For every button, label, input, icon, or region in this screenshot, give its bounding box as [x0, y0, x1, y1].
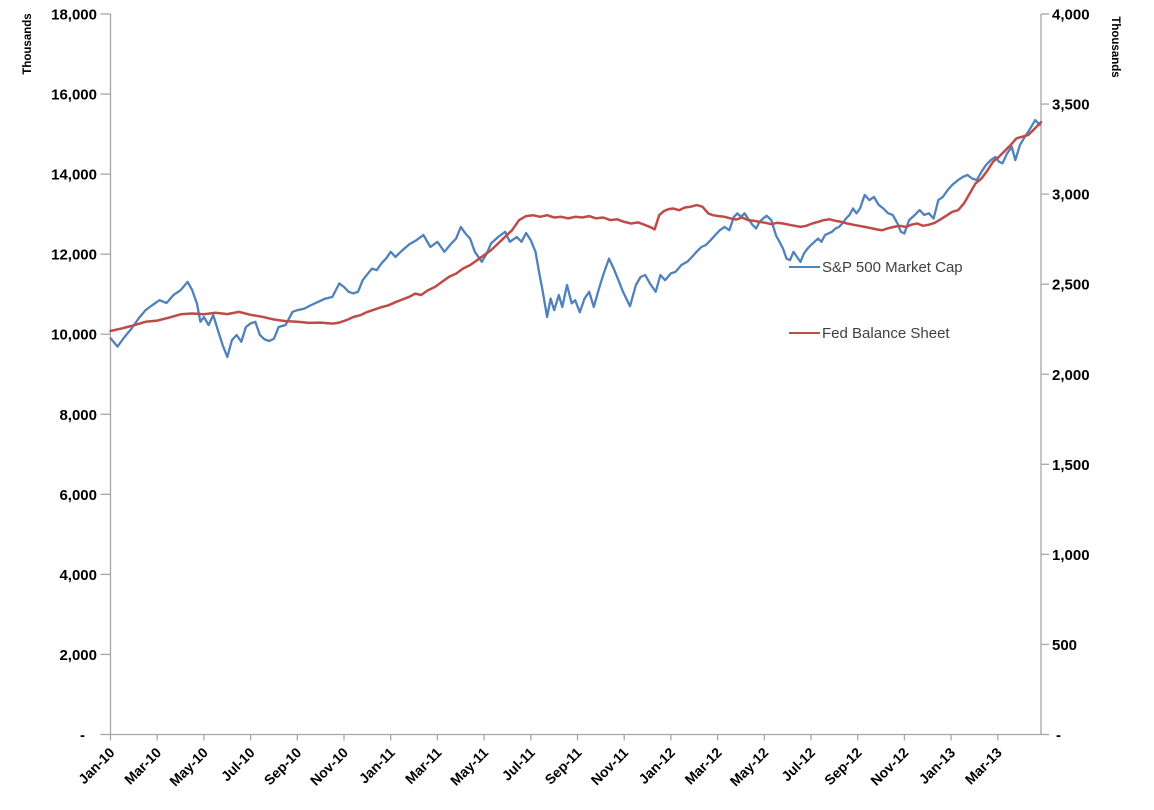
- right-axis-tick-label: 500: [1052, 637, 1077, 654]
- x-axis-tick-label: Jan-10: [75, 744, 118, 787]
- right-axis-tick-label: 3,500: [1052, 97, 1090, 114]
- series-line-fed-balance-sheet[interactable]: [109, 120, 1043, 333]
- legend-label: S&P 500 Market Cap: [822, 258, 963, 276]
- left-axis-tick-label: 4,000: [59, 567, 97, 584]
- x-axis-tick-label: May-12: [727, 744, 772, 789]
- legend-item-sp500-market-cap[interactable]: S&P 500 Market Cap: [789, 258, 963, 276]
- left-axis-tick-label: 8,000: [59, 407, 97, 424]
- x-axis-tick-label: Jan-12: [635, 744, 678, 787]
- left-axis-tick-label: -: [80, 727, 85, 744]
- x-axis-tick-label: Mar-10: [121, 744, 164, 787]
- x-axis-tick-label: Jul-10: [218, 744, 258, 784]
- right-axis-tick-label: 1,000: [1052, 547, 1090, 564]
- right-axis-tick-label: 2,500: [1052, 277, 1090, 294]
- left-axis-tick-label: 14,000: [51, 167, 97, 184]
- x-axis-tick-label: Sep-11: [541, 744, 584, 787]
- x-axis-tick-label: Nov-12: [867, 744, 911, 788]
- x-axis-tick-label: Jul-11: [499, 744, 539, 784]
- x-axis-tick-label: May-10: [166, 744, 211, 789]
- legend-line-swatch-red: [789, 332, 820, 334]
- left-axis-tick-label: 16,000: [51, 87, 97, 104]
- x-axis-tick-label: Nov-11: [588, 744, 632, 788]
- right-axis-tick-label: 2,000: [1052, 367, 1090, 384]
- series-line-s-p-500-market-cap[interactable]: [109, 118, 1041, 359]
- x-axis-tick-label: Mar-12: [681, 744, 724, 787]
- x-axis-tick-label: Mar-11: [402, 744, 445, 787]
- left-axis-tick-label: 10,000: [51, 327, 97, 344]
- x-axis-tick-label: Sep-10: [261, 744, 305, 788]
- left-axis-title: Thousands: [22, 13, 34, 74]
- left-axis-tick-label: 2,000: [59, 647, 97, 664]
- x-axis-tick-label: Jan-13: [916, 744, 959, 787]
- x-axis-tick-label: May-11: [447, 744, 491, 788]
- left-axis-tick-label: 18,000: [51, 7, 97, 24]
- x-axis-tick-label: Jul-12: [778, 744, 818, 784]
- right-axis-tick-label: 1,500: [1052, 457, 1090, 474]
- x-axis-tick-label: Nov-10: [307, 744, 351, 788]
- right-axis-tick-label: -: [1056, 727, 1061, 744]
- left-axis-tick-label: 6,000: [59, 487, 97, 504]
- x-axis-tick-label: Mar-13: [962, 744, 1005, 787]
- x-axis-tick-label: Sep-12: [821, 744, 865, 788]
- right-axis-title: Thousands: [1109, 16, 1121, 77]
- legend-item-fed-balance-sheet[interactable]: Fed Balance Sheet: [789, 324, 950, 342]
- left-axis-tick-label: 12,000: [51, 247, 97, 264]
- right-axis-tick-label: 4,000: [1052, 7, 1090, 24]
- x-axis-tick-label: Jan-11: [356, 744, 398, 786]
- right-axis-tick-label: 3,000: [1052, 187, 1090, 204]
- legend-label: Fed Balance Sheet: [822, 324, 950, 342]
- legend-line-swatch-blue: [789, 266, 820, 268]
